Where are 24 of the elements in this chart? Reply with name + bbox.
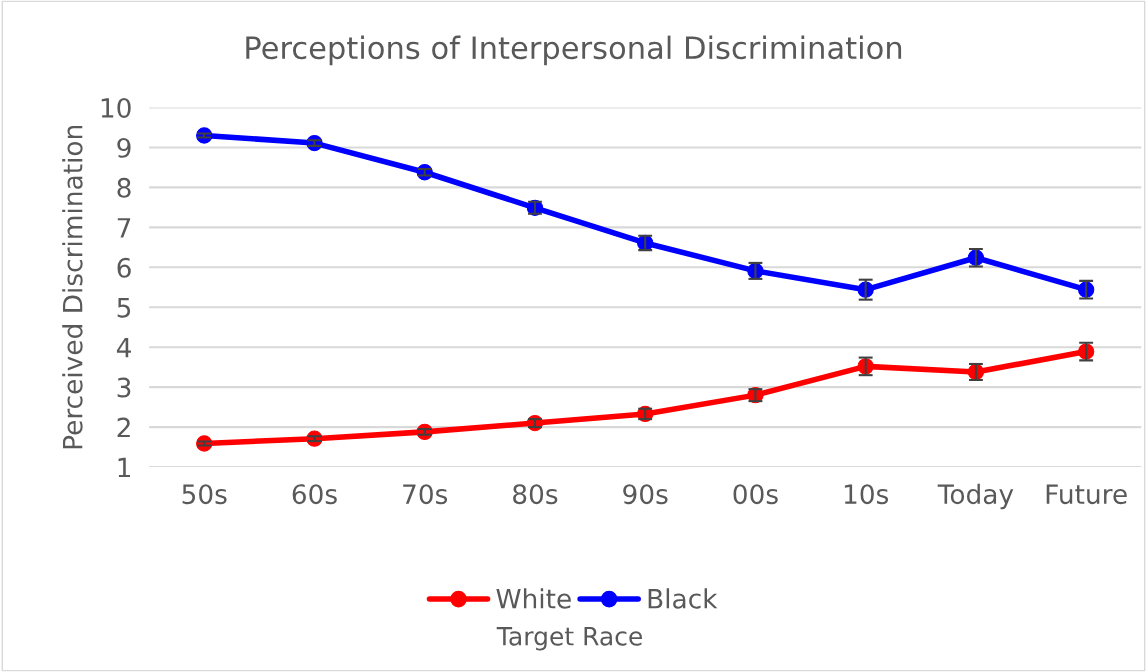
x-tick-label: 90s (623, 484, 668, 505)
x-tick-label: 50s (182, 484, 227, 505)
y-tick-label: 8 (117, 177, 131, 198)
y-tick-label: 7 (117, 218, 131, 238)
legend-label: Black (648, 588, 718, 609)
x-tick-label: 60s (292, 484, 337, 505)
x-tick-label: Today (937, 483, 1014, 510)
y-tick-label: 6 (117, 257, 131, 278)
y-tick-label: 9 (117, 137, 131, 158)
x-tick-label: 00s (733, 484, 778, 505)
y-tick-label: 1 (118, 457, 131, 478)
chart-title: Perceptions of Interpersonal Discrimination (246, 35, 902, 66)
y-tick-label: 5 (117, 298, 131, 318)
y-axis-title: Perceived Discrimination (62, 125, 83, 449)
x-axis-title: Target Race (496, 627, 643, 651)
x-tick-label: 70s (403, 484, 448, 505)
y-tick-label: 3 (117, 377, 131, 398)
y-tick-label: 4 (116, 337, 131, 358)
legend-label: White (496, 588, 571, 609)
x-tick-label: Future (1046, 484, 1127, 505)
x-tick-label: 10s (844, 484, 889, 505)
x-tick-label: 80s (513, 484, 558, 505)
y-tick-label: 10 (101, 97, 131, 118)
y-tick-label: 2 (117, 417, 130, 438)
